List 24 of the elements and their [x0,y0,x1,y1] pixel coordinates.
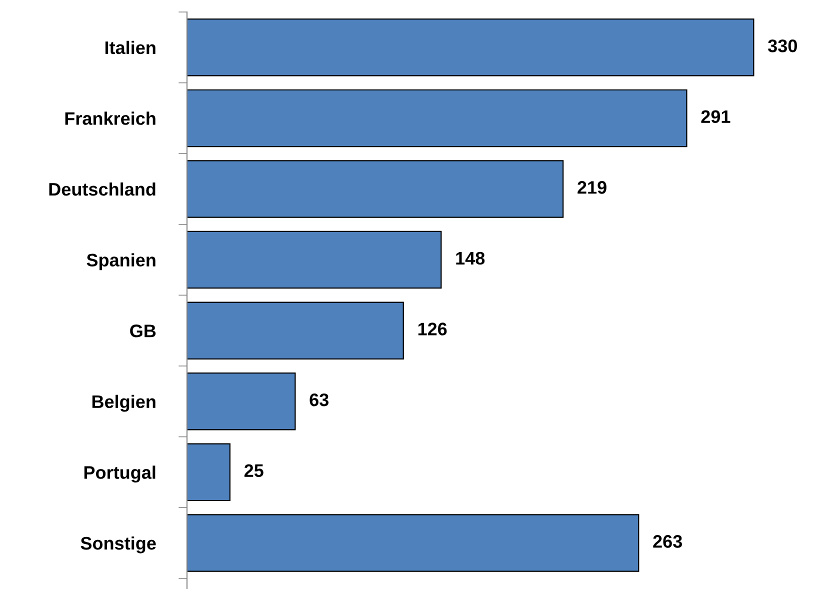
bar [187,514,640,572]
bar [187,372,296,430]
bar [187,18,754,76]
data-label: 219 [578,181,606,194]
y-tick-label: Portugal [84,466,156,483]
data-label: 63 [310,393,329,406]
y-tick-label: GB [130,324,156,338]
bar [187,89,688,148]
y-tick-label: Deutschland [49,182,156,196]
y-tick-label: Frankreich [65,112,156,125]
data-label: 291 [701,110,730,124]
data-label: 126 [418,322,447,336]
y-tick-label: Sonstige [80,536,156,554]
bar [187,443,230,502]
data-label: 25 [244,464,264,478]
y-tick-label: Spanien [86,253,156,270]
bar [187,160,564,218]
bar [187,230,442,289]
y-tick-label: Belgien [92,394,156,412]
data-label: 263 [653,535,682,548]
bar [187,302,404,360]
y-tick-label: Italien [105,40,156,54]
data-label: 330 [768,39,797,52]
data-label: 148 [456,252,485,265]
